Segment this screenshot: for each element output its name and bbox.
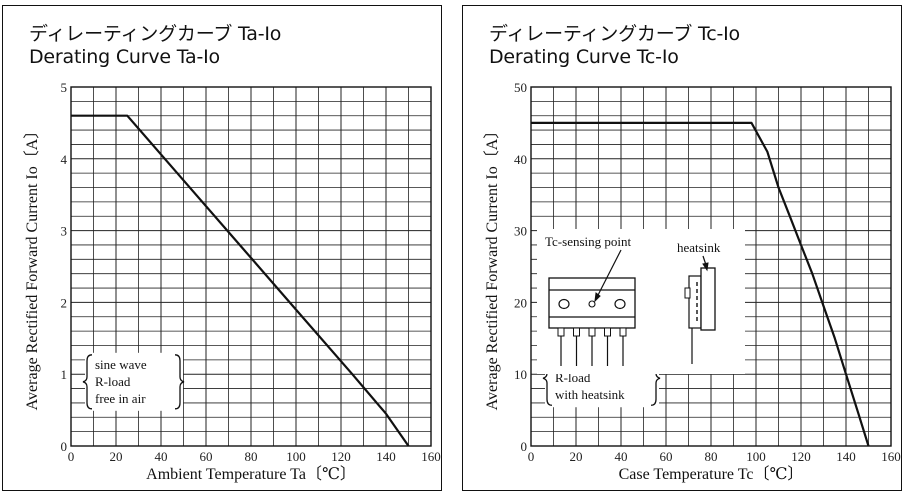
- x-tick-label: 120: [791, 449, 811, 464]
- x-axis-label: Ambient Temperature Ta〔℃〕: [146, 465, 356, 483]
- chart-panel-tc-io: ディレーティングカーブ Tc-Io Derating Curve Tc-Io 0…: [462, 5, 902, 491]
- chart-title-en: Derating Curve Ta-Io: [29, 46, 220, 68]
- heatsink-label: heatsink: [677, 240, 721, 255]
- y-tick-label: 0: [61, 439, 68, 454]
- chart-title-jp: ディレーティングカーブ Tc-Io: [489, 23, 740, 45]
- lead-shoulder: [604, 327, 611, 337]
- x-tick-label: 160: [421, 449, 441, 464]
- y-axis-label: Average Rectified Forward Current Io〔A〕: [23, 123, 41, 411]
- x-tick-label: 100: [746, 449, 766, 464]
- heatsink-inset-diagram: Tc-sensing point heatsink: [537, 229, 745, 374]
- y-tick-label: 4: [61, 152, 68, 167]
- y-tick-label: 40: [514, 152, 527, 167]
- sensing-arrowhead: [594, 292, 601, 303]
- x-tick-label: 160: [881, 449, 901, 464]
- chart-tc-io: 0 20 40 60 80 100 120 140 160 0 10 20 30 40 50 Case Tem…: [483, 80, 901, 483]
- mount-hole: [558, 298, 570, 310]
- plot-frame: [70, 86, 432, 447]
- lead-shoulder: [619, 327, 627, 337]
- sensing-arrow: [594, 249, 622, 302]
- y-tick-label: 2: [61, 295, 68, 310]
- x-tick-label: 100: [286, 449, 306, 464]
- x-tick-label: 60: [660, 449, 673, 464]
- y-tick-label: 50: [514, 80, 527, 95]
- x-tick-label: 40: [155, 449, 168, 464]
- sensing-point-label: Tc-sensing point: [545, 234, 631, 249]
- x-tick-label: 140: [836, 449, 856, 464]
- x-tick-label: 20: [110, 449, 123, 464]
- lead-shoulder: [573, 327, 580, 337]
- y-tick-label: 3: [61, 224, 68, 239]
- lead-shoulder: [557, 327, 565, 337]
- x-tick-label: 60: [200, 449, 213, 464]
- side-view-tab: [684, 287, 691, 299]
- annotation-line: with heatsink: [555, 387, 625, 402]
- y-tick-label: 0: [521, 439, 528, 454]
- y-tick-label: 10: [514, 367, 527, 382]
- x-tick-label: 40: [615, 449, 628, 464]
- x-tick-label: 120: [331, 449, 351, 464]
- x-tick-label: 80: [705, 449, 718, 464]
- chart-ta-io: 0 20 40 60 80 100 120 140 160 0 1 2 3 4 5 Ambient Tempe…: [23, 80, 441, 483]
- x-tick-label: 20: [570, 449, 583, 464]
- chart-title-en: Derating Curve Tc-Io: [489, 46, 679, 68]
- y-tick-label: 20: [514, 295, 527, 310]
- x-tick-label: 140: [376, 449, 396, 464]
- y-tick-label: 5: [61, 80, 68, 95]
- annotation-bracket-right: [174, 354, 185, 410]
- annotation-line: free in air: [95, 391, 146, 406]
- heatsink-arrowhead: [702, 262, 709, 272]
- x-tick-label: 0: [68, 449, 75, 464]
- x-axis-label: Case Temperature Tc〔℃〕: [619, 465, 804, 483]
- derating-curve: [531, 121, 870, 447]
- chart-panel-ta-io: ディレーティングカーブ Ta-Io Derating Curve Ta-Io 0…: [2, 5, 442, 491]
- side-view-heatsink: [700, 267, 716, 331]
- plot-frame: [530, 86, 892, 447]
- mount-hole: [614, 298, 626, 310]
- annotation-bracket-left: [82, 354, 93, 410]
- lead-shoulder: [588, 327, 596, 337]
- y-tick-label: 1: [61, 367, 68, 382]
- chart-title-jp: ディレーティングカーブ Ta-Io: [29, 23, 282, 45]
- annotation-line: sine wave: [95, 357, 147, 372]
- x-tick-label: 0: [528, 449, 535, 464]
- x-tick-label: 80: [245, 449, 258, 464]
- annotation-line: R-load: [95, 374, 131, 389]
- y-axis-label: Average Rectified Forward Current Io〔A〕: [483, 123, 501, 411]
- sensing-point: [588, 300, 596, 308]
- annotation-background: [85, 352, 183, 411]
- derating-curve: [71, 114, 410, 447]
- y-tick-label: 30: [514, 224, 527, 239]
- side-view-body: [688, 275, 702, 329]
